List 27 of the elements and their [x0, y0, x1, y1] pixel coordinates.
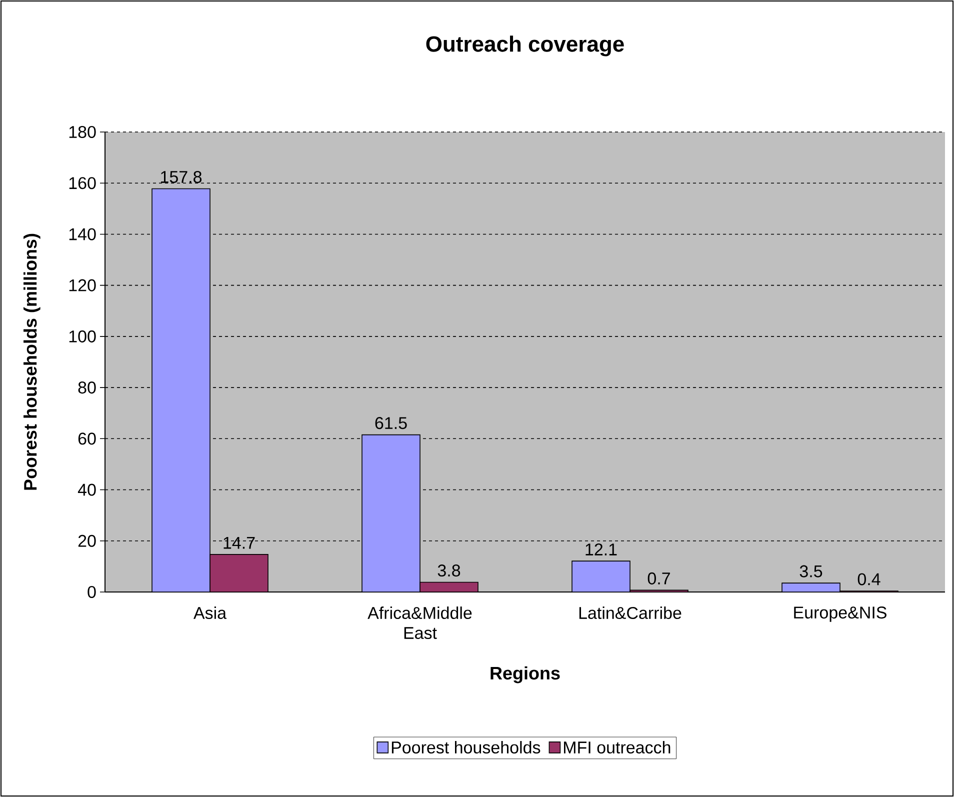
chart-title: Outreach coverage — [426, 36, 624, 56]
x-tick-label: Latin&Carribe — [579, 606, 682, 620]
legend-label: Poorest households — [392, 741, 540, 754]
y-tick-label: 120 — [69, 279, 96, 292]
data-label: 61.5 — [375, 417, 407, 430]
data-label: 3.8 — [438, 564, 460, 577]
x-axis-title: Regions — [490, 666, 560, 684]
x-tick-label: Europe&NIS — [794, 606, 886, 622]
y-tick-label: 40 — [78, 484, 96, 496]
data-label: 157.8 — [161, 170, 202, 183]
data-label: 0.4 — [858, 573, 880, 586]
y-tick-label: 160 — [69, 177, 96, 190]
y-tick-label: 20 — [78, 534, 96, 547]
y-tick-label: 80 — [78, 382, 96, 394]
data-label: 12.1 — [586, 543, 617, 556]
data-label: 14.7 — [224, 536, 255, 549]
y-tick-label: 60 — [78, 432, 96, 445]
x-tick-label: Africa&Middle East — [368, 606, 472, 640]
y-tick-label: 140 — [69, 228, 96, 240]
data-label: 3.5 — [800, 565, 822, 578]
y-tick-label: 100 — [69, 330, 96, 342]
data-label: 0.7 — [648, 572, 670, 584]
y-tick-label: 180 — [69, 126, 96, 138]
y-axis-title: Poorest households (millions) — [24, 234, 40, 490]
x-tick-label: Asia — [194, 606, 227, 620]
legend-label: MFI outreacch — [564, 741, 670, 754]
y-tick-label: 0 — [88, 586, 96, 598]
